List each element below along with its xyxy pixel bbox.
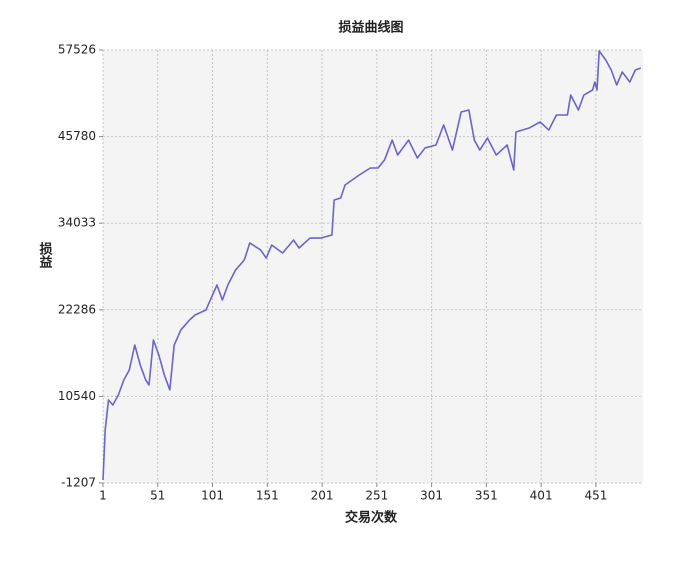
y-tick-label: 10540 xyxy=(58,389,96,403)
y-tick-label: 57526 xyxy=(58,43,96,57)
x-tick-label: 451 xyxy=(584,489,607,503)
y-tick-label: 22286 xyxy=(58,302,96,316)
y-tick-label: 45780 xyxy=(58,129,96,143)
y-tick-label: -1207 xyxy=(61,476,96,490)
y-tick-label: 34033 xyxy=(58,216,96,230)
x-axis-title: 交易次数 xyxy=(345,510,398,526)
y-axis-title: 损益 xyxy=(37,241,53,269)
x-tick-label: 51 xyxy=(150,489,165,503)
x-tick-label: 151 xyxy=(256,489,279,503)
x-tick-label: 201 xyxy=(311,489,334,503)
x-tick-label: 1 xyxy=(99,489,107,503)
x-tick-label: 351 xyxy=(475,489,498,503)
x-tick-label: 301 xyxy=(420,489,443,503)
x-tick-label: 401 xyxy=(530,489,553,503)
x-tick-label: 251 xyxy=(365,489,388,503)
data-line xyxy=(102,50,642,481)
x-tick-label: 101 xyxy=(201,489,224,503)
chart-title: 损益曲线图 xyxy=(338,20,403,36)
